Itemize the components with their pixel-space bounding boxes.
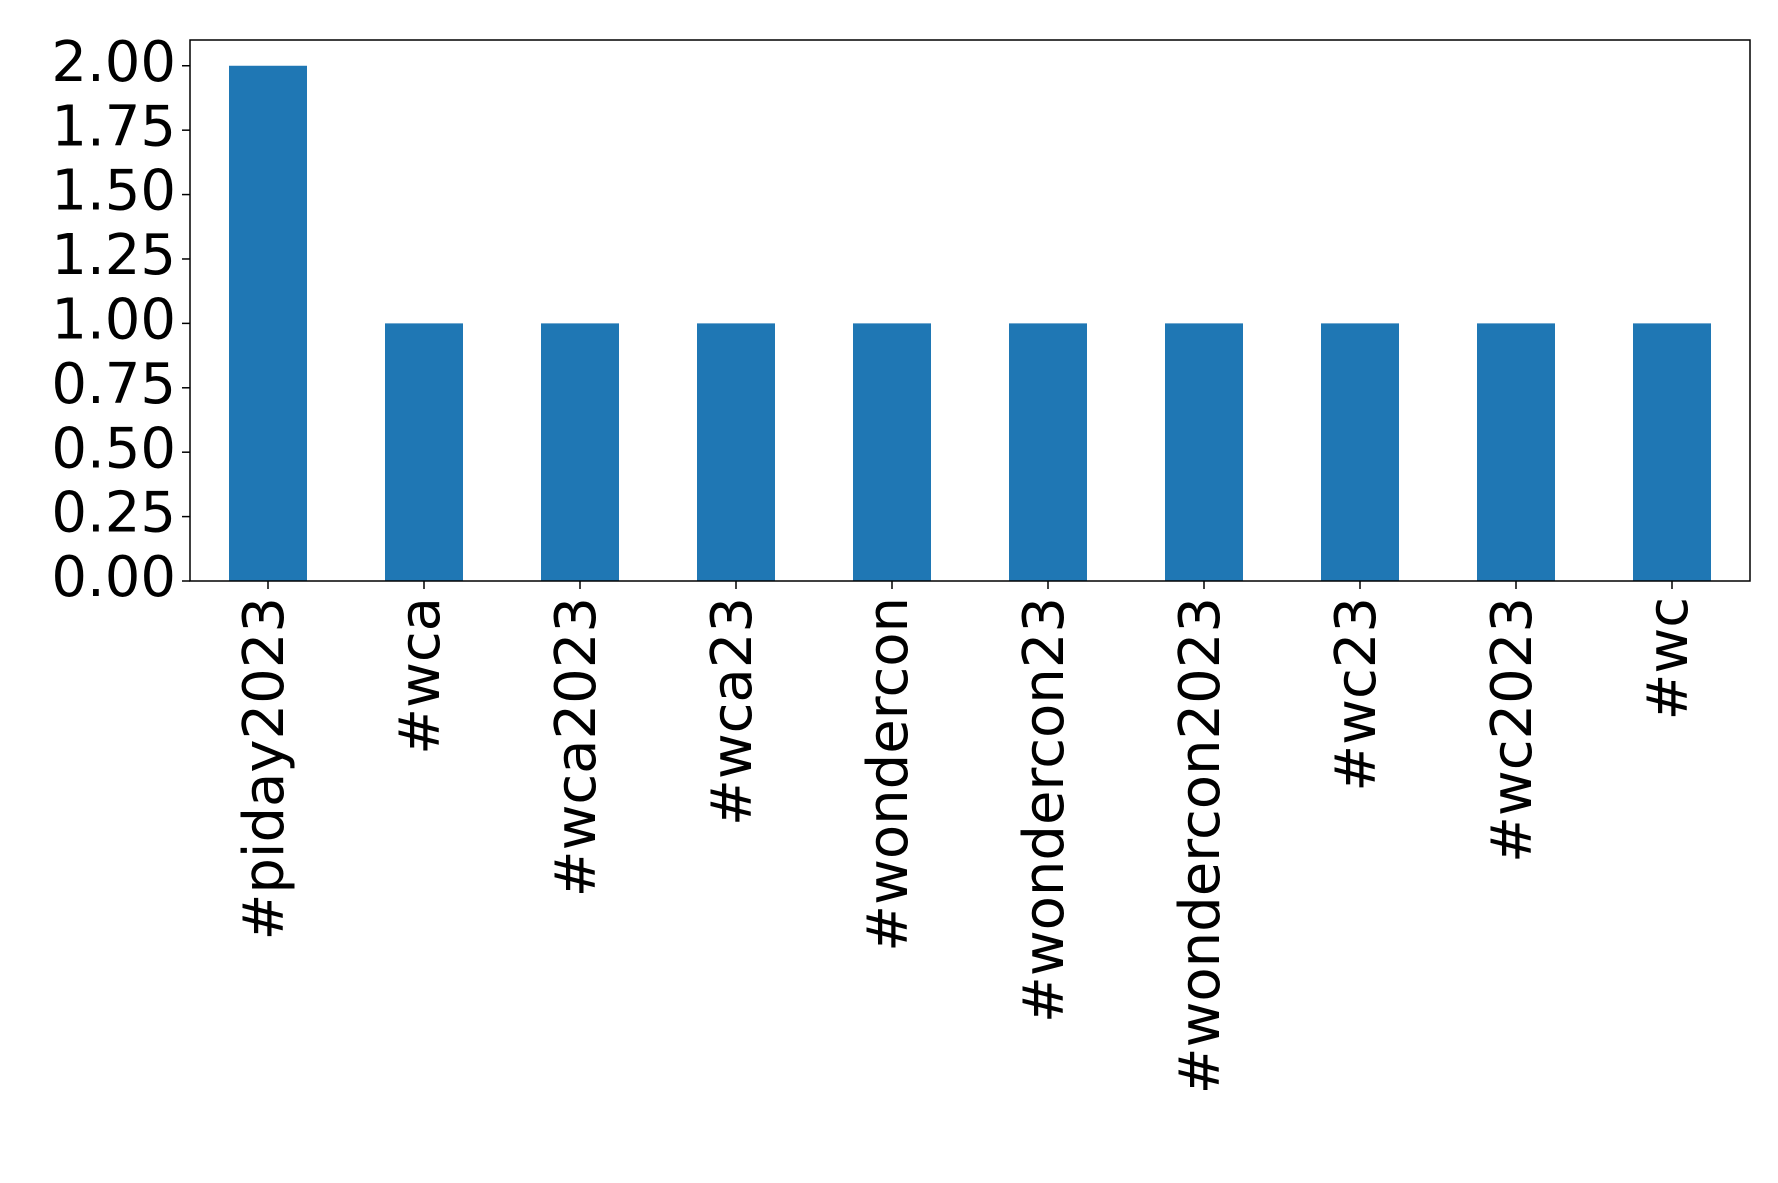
- bar-4: [853, 323, 931, 581]
- y-tick-label: 1.00: [51, 288, 176, 353]
- x-tick-label: #wondercon: [856, 597, 921, 952]
- bar-2: [541, 323, 619, 581]
- y-tick-label: 0.25: [51, 481, 176, 546]
- bar-3: [697, 323, 775, 581]
- bar-1: [385, 323, 463, 581]
- x-tick-label: #wondercon2023: [1168, 597, 1233, 1094]
- bar-9: [1633, 323, 1711, 581]
- y-tick-label: 0.75: [51, 352, 176, 417]
- y-tick-label: 1.75: [51, 94, 176, 159]
- x-tick-label: #wca2023: [544, 597, 609, 897]
- y-tick-label: 0.50: [51, 416, 176, 481]
- y-tick-label: 2.00: [51, 30, 176, 95]
- bar-8: [1477, 323, 1555, 581]
- bars-group: [229, 65, 1711, 581]
- bar-7: [1321, 323, 1399, 581]
- y-axis: 0.000.250.500.751.001.251.501.752.00: [51, 30, 190, 610]
- x-tick-label: #wc: [1636, 597, 1701, 721]
- y-tick-label: 0.00: [51, 545, 176, 610]
- x-tick-label: #piday2023: [232, 597, 297, 941]
- bar-0: [229, 65, 307, 581]
- x-tick-label: #wca23: [700, 597, 765, 826]
- x-tick-label: #wca: [388, 597, 453, 755]
- bar-5: [1009, 323, 1087, 581]
- bar-6: [1165, 323, 1243, 581]
- y-tick-label: 1.25: [51, 223, 176, 288]
- x-axis: #piday2023 #wca #wca2023 #wca23 #wondercon #w…: [232, 581, 1701, 1094]
- y-tick-label: 1.50: [51, 159, 176, 224]
- x-tick-label: #wc2023: [1480, 597, 1545, 863]
- x-tick-label: #wc23: [1324, 597, 1389, 792]
- plot-frame: [189, 39, 1751, 582]
- x-tick-label: #wondercon23: [1012, 597, 1077, 1023]
